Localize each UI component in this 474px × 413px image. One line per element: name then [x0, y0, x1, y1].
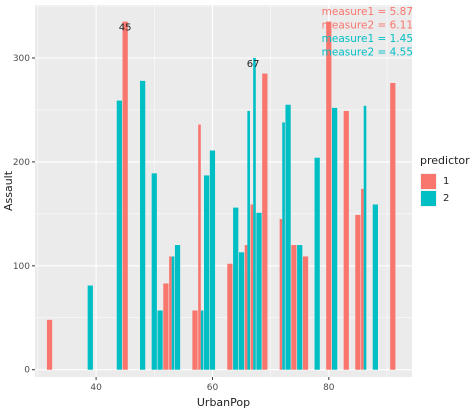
bar [285, 104, 291, 370]
bar [314, 157, 320, 370]
measure-label: measure2 = 4.55 [322, 47, 413, 59]
bar [198, 124, 201, 370]
bar [253, 57, 256, 370]
legend-swatch-2 [421, 191, 436, 206]
bar [157, 310, 163, 370]
y-tick-label: 200 [13, 158, 30, 168]
bar [116, 100, 122, 370]
x-tick-label: 80 [323, 383, 335, 393]
bar-annotation: 67 [247, 59, 260, 70]
bar [282, 122, 285, 370]
measure-label: measure2 = 6.11 [322, 20, 413, 32]
bar [256, 212, 262, 370]
measure-label: measure1 = 5.87 [322, 6, 413, 18]
bar [332, 107, 338, 370]
legend-title: predictor [420, 154, 470, 167]
bar [262, 73, 268, 370]
x-tick-label: 40 [90, 383, 102, 393]
legend-label-2: 2 [443, 193, 450, 204]
legend-item-2: 2 [420, 190, 470, 207]
bar [244, 245, 248, 370]
bar [171, 256, 175, 370]
bar [169, 256, 172, 370]
x-tick-label: 60 [207, 383, 219, 393]
bar [302, 256, 309, 370]
bar [361, 188, 364, 370]
bar [174, 245, 181, 370]
bar-annotation: 45 [119, 23, 132, 34]
bar [46, 319, 53, 370]
bar [247, 110, 250, 370]
legend: predictor 1 2 [420, 154, 470, 207]
measure-label: measure1 = 1.45 [322, 33, 413, 45]
bar [140, 80, 146, 370]
bar [233, 207, 239, 370]
y-tick-label: 0 [24, 366, 30, 376]
bar [209, 150, 216, 370]
bar [87, 285, 93, 370]
y-tick-label: 100 [13, 262, 30, 272]
bar [163, 283, 169, 370]
bar [372, 204, 378, 370]
bar [326, 21, 332, 370]
plot-panel [35, 5, 412, 377]
x-axis-title: UrbanPop [197, 396, 250, 409]
bar [204, 175, 210, 370]
bar [390, 82, 396, 370]
bar [151, 173, 157, 370]
y-tick-label: 300 [13, 54, 30, 64]
bar [122, 21, 128, 370]
legend-swatch-1 [421, 174, 436, 189]
bar [291, 245, 297, 370]
bar [297, 245, 303, 370]
bar [227, 263, 233, 370]
bar [200, 310, 204, 370]
bar [279, 219, 283, 370]
bar [238, 252, 245, 370]
bar [355, 214, 361, 370]
legend-item-1: 1 [420, 173, 470, 190]
y-axis-title: Assault [2, 170, 15, 211]
bar [343, 110, 349, 370]
bar [250, 204, 254, 370]
bar [192, 310, 198, 370]
legend-label-1: 1 [443, 176, 450, 187]
bar [363, 105, 367, 370]
